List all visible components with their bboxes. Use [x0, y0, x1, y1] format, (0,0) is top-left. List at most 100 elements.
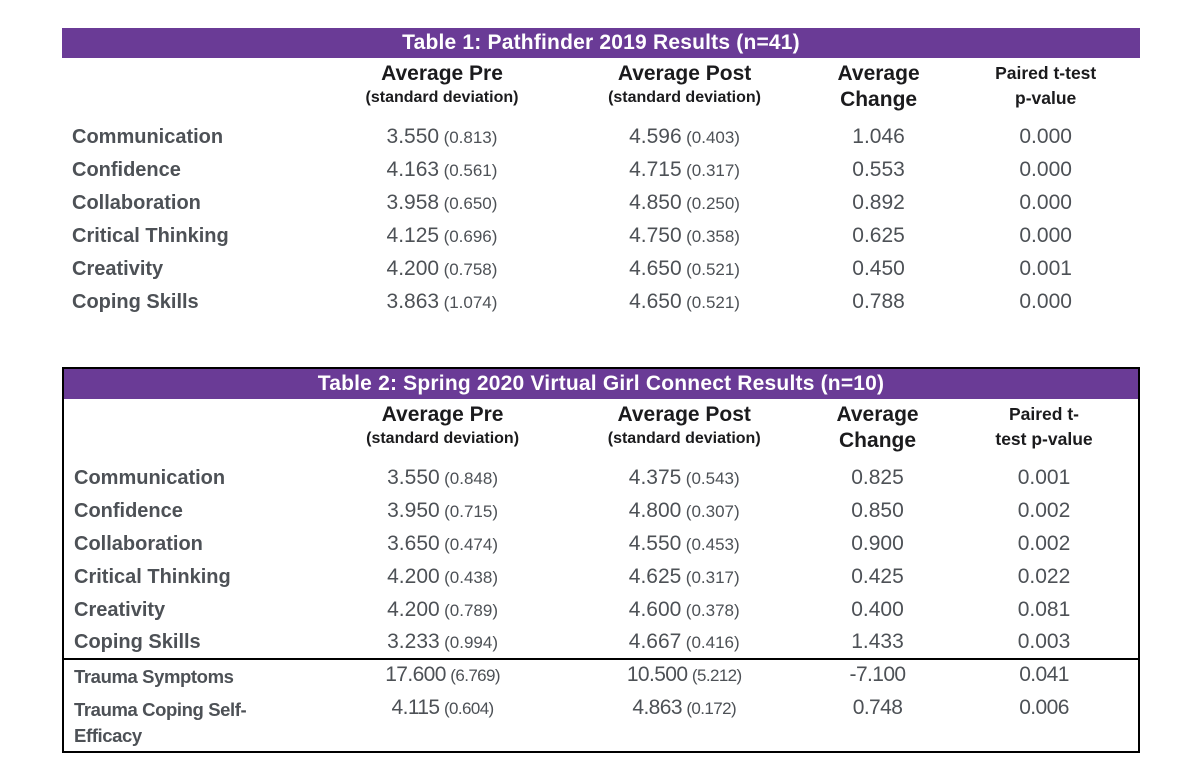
change-cell: -7.100 [849, 663, 907, 686]
header-average-post: Average Post (standard deviation) [563, 399, 805, 461]
table-row: Coping Skills 3.233 (0.994) 4.667 (0.416… [64, 626, 1138, 659]
table-1-header-row: Average Pre (standard deviation) Average… [62, 58, 1140, 120]
table-row: Communication 3.550 (0.813) 4.596 (0.403… [62, 120, 1140, 153]
row-label-cell: Critical Thinking [72, 224, 229, 247]
header-average-pre: Average Pre (standard deviation) [322, 399, 564, 461]
pre-cell: 4.125 (0.696) [386, 223, 498, 247]
trauma-section: Trauma Symptoms 17.600 (6.769) 10.500 (5… [64, 659, 1138, 751]
p-value-cell: 0.003 [1017, 630, 1071, 653]
header-empty-cell [64, 399, 322, 461]
row-label-cell: Communication [74, 466, 226, 489]
table-2-grid: Average Pre (standard deviation) Average… [64, 399, 1138, 751]
row-label-cell: Trauma Coping Self-Efficacy [74, 699, 247, 746]
post-cell: 4.625 (0.317) [628, 564, 740, 588]
row-label-cell: Creativity [72, 257, 164, 280]
row-label-cell: Collaboration [74, 532, 203, 555]
post-cell: 4.375 (0.543) [628, 465, 740, 489]
post-cell: 4.650 (0.521) [629, 289, 740, 313]
p-value-cell: 0.000 [1019, 190, 1072, 214]
change-cell: 0.748 [852, 696, 903, 719]
table-row: Coping Skills 3.863 (1.074) 4.650 (0.521… [62, 285, 1140, 318]
table-1-title: Table 1: Pathfinder 2019 Results (n=41) [62, 28, 1140, 58]
pre-cell: 3.550 (0.813) [386, 124, 498, 148]
post-cell: 4.863 (0.172) [632, 696, 737, 719]
row-label-cell: Trauma Symptoms [74, 666, 234, 687]
row-label-cell: Coping Skills [74, 631, 201, 653]
table-row: Confidence 4.163 (0.561) 4.715 (0.317) 0… [62, 153, 1140, 186]
table-row: Critical Thinking 4.125 (0.696) 4.750 (0… [62, 219, 1140, 252]
header-average-post-line2: (standard deviation) [607, 430, 761, 447]
change-cell: 0.850 [851, 498, 904, 522]
row-label-cell: Creativity [74, 598, 166, 621]
table-1: Table 1: Pathfinder 2019 Results (n=41) … [62, 28, 1140, 318]
header-average-pre-line1: Average Pre [381, 403, 504, 426]
p-value-cell: 0.006 [1019, 696, 1069, 719]
header-average-change-line2: Change [839, 429, 917, 452]
p-value-cell: 0.000 [1019, 223, 1072, 247]
pre-cell: 4.163 (0.561) [386, 157, 498, 181]
header-paired-t-test: Paired t- test p-value [950, 399, 1138, 461]
post-cell: 4.800 (0.307) [628, 498, 740, 522]
post-cell: 4.550 (0.453) [628, 531, 740, 555]
change-cell: 0.400 [851, 597, 904, 621]
p-value-cell: 0.002 [1017, 498, 1071, 522]
table-2: Table 2: Spring 2020 Virtual Girl Connec… [62, 367, 1140, 753]
header-empty-cell [62, 58, 321, 120]
change-cell: 1.433 [851, 630, 904, 653]
header-average-post-line1: Average Post [617, 403, 751, 426]
header-average-pre-line2: (standard deviation) [365, 89, 519, 106]
pre-cell: 3.950 (0.715) [387, 498, 499, 522]
change-cell: 0.788 [852, 289, 905, 313]
table-2-header-row: Average Pre (standard deviation) Average… [64, 399, 1138, 461]
pre-cell: 3.233 (0.994) [387, 630, 499, 653]
row-label-cell: Confidence [72, 158, 181, 181]
table-row: Creativity 4.200 (0.758) 4.650 (0.521) 0… [62, 252, 1140, 285]
table-1-grid: Average Pre (standard deviation) Average… [62, 58, 1140, 318]
row-label-cell: Confidence [74, 499, 183, 522]
p-value-cell: 0.041 [1019, 663, 1069, 686]
change-cell: 0.900 [851, 531, 904, 555]
pre-cell: 4.200 (0.758) [386, 256, 498, 280]
pre-cell: 3.958 (0.650) [386, 190, 498, 214]
header-paired-t-test-line2: test p-value [995, 429, 1093, 449]
post-cell: 4.715 (0.317) [629, 157, 740, 181]
change-cell: 0.825 [851, 465, 904, 489]
pre-cell: 4.200 (0.789) [387, 597, 499, 621]
row-label-cell: Collaboration [72, 191, 201, 214]
change-cell: 0.425 [851, 564, 904, 588]
change-cell: 0.625 [852, 223, 905, 247]
row-label-cell: Communication [72, 125, 224, 148]
post-cell: 10.500 (5.212) [626, 663, 742, 686]
pre-cell: 4.200 (0.438) [387, 564, 499, 588]
change-cell: 1.046 [852, 124, 905, 148]
p-value-cell: 0.081 [1017, 597, 1071, 621]
header-paired-t-test-line1: Paired t-test [995, 63, 1097, 83]
header-average-change-line2: Change [840, 88, 918, 111]
header-paired-t-test-line2: p-value [1015, 88, 1077, 108]
p-value-cell: 0.000 [1019, 157, 1072, 181]
header-average-pre-line1: Average Pre [381, 62, 503, 85]
table-row: Collaboration 3.650 (0.474) 4.550 (0.453… [64, 527, 1138, 560]
pre-cell: 3.863 (1.074) [386, 289, 498, 313]
pre-cell: 17.600 (6.769) [385, 663, 500, 686]
header-average-post: Average Post (standard deviation) [563, 58, 806, 120]
change-cell: 0.553 [852, 157, 905, 181]
table-row: Critical Thinking 4.200 (0.438) 4.625 (0… [64, 560, 1138, 593]
header-paired-t-test: Paired t-test p-value [951, 58, 1140, 120]
table-row: Collaboration 3.958 (0.650) 4.850 (0.250… [62, 186, 1140, 219]
header-average-pre: Average Pre (standard deviation) [321, 58, 564, 120]
post-cell: 4.750 (0.358) [629, 223, 740, 247]
post-cell: 4.600 (0.378) [628, 597, 740, 621]
change-cell: 0.450 [852, 256, 905, 280]
pre-cell: 3.550 (0.848) [387, 465, 499, 489]
p-value-cell: 0.001 [1019, 256, 1072, 280]
header-paired-t-test-line1: Paired t- [1008, 404, 1080, 424]
row-label-cell: Coping Skills [72, 290, 199, 313]
header-average-post-line2: (standard deviation) [608, 89, 761, 106]
table-2-title: Table 2: Spring 2020 Virtual Girl Connec… [64, 369, 1138, 399]
post-cell: 4.596 (0.403) [629, 124, 740, 148]
post-cell: 4.667 (0.416) [628, 630, 740, 653]
p-value-cell: 0.000 [1019, 124, 1072, 148]
header-average-change: Average Change [805, 399, 950, 461]
p-value-cell: 0.022 [1017, 564, 1071, 588]
